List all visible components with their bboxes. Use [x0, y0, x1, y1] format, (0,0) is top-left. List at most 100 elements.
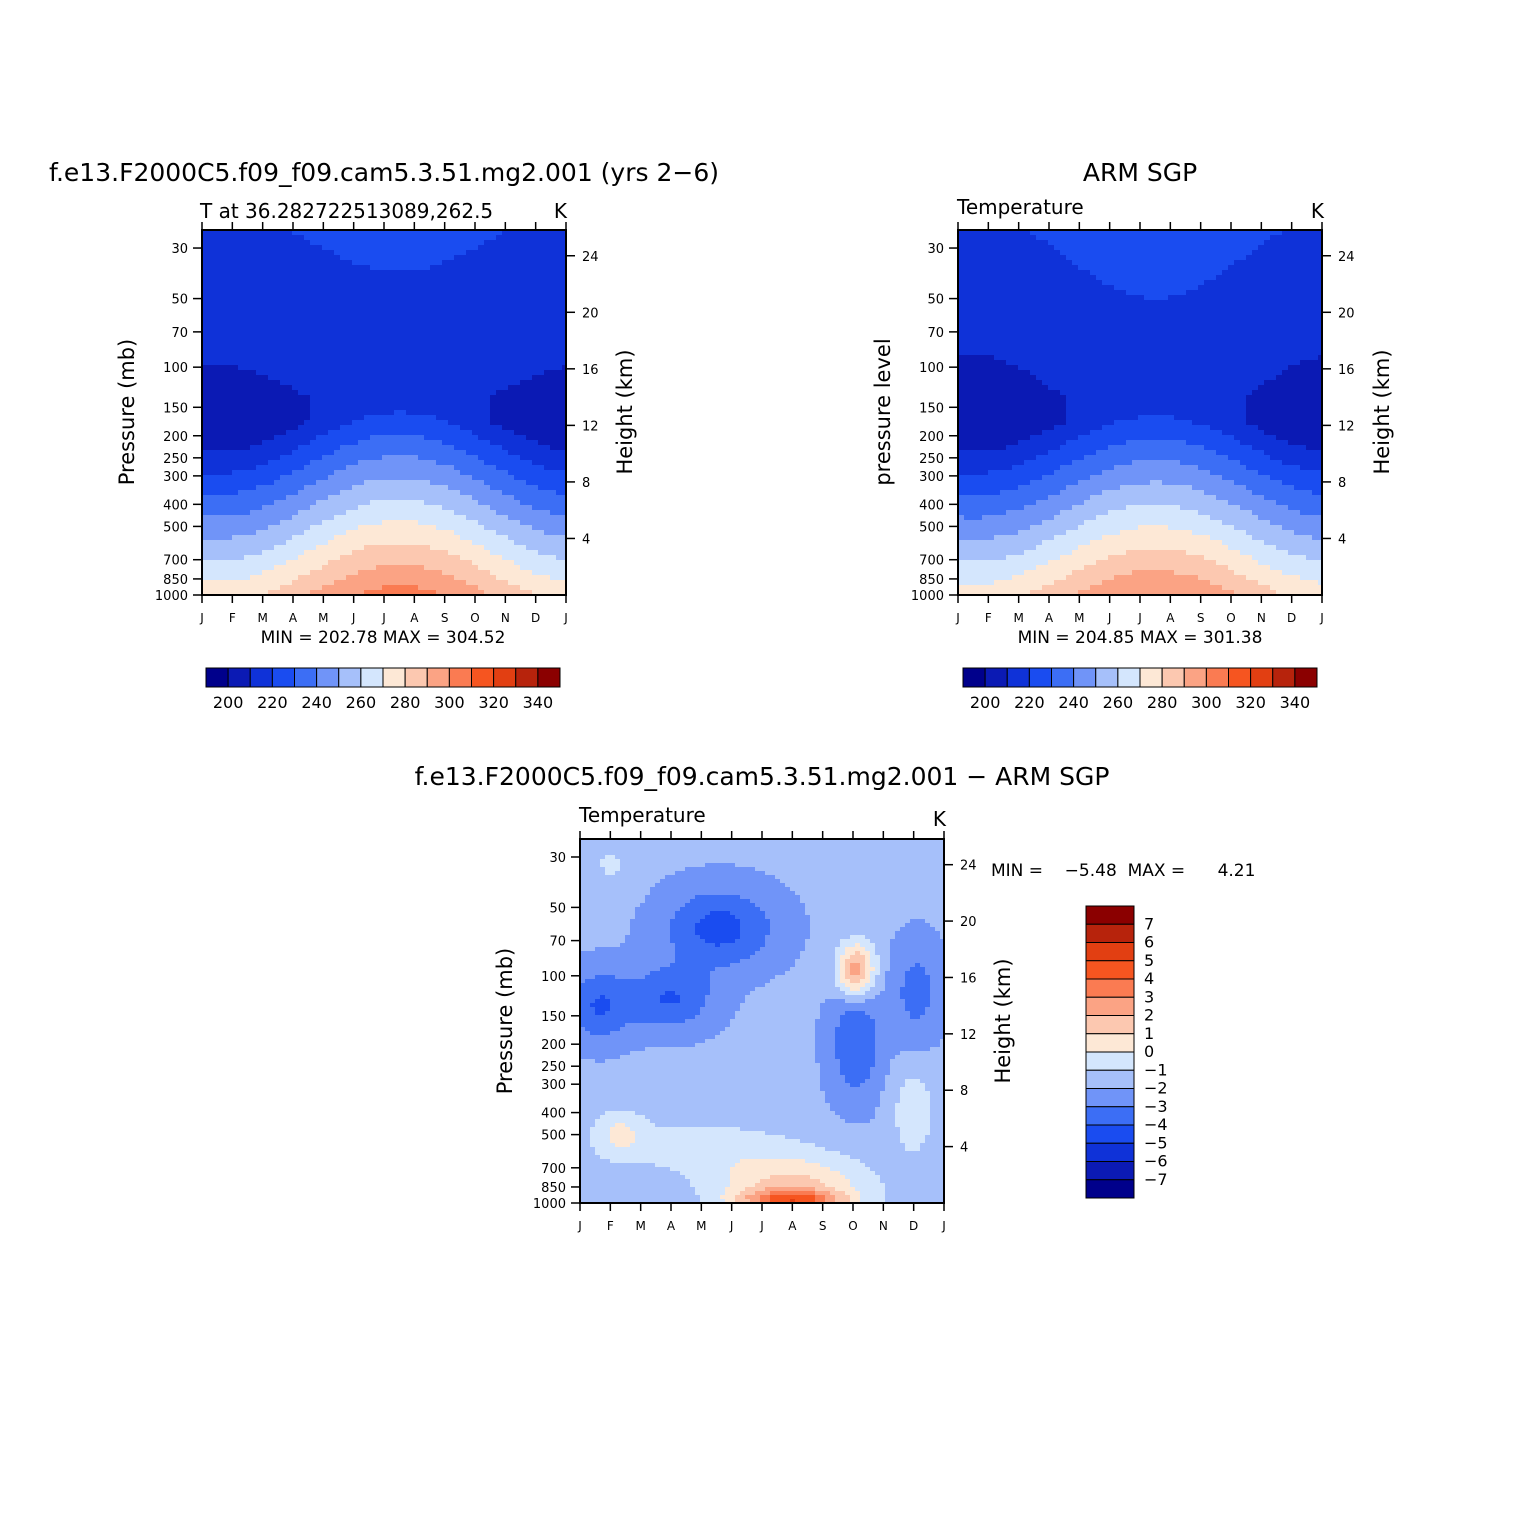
contour-cell: [442, 510, 449, 516]
contour-cell: [244, 530, 251, 536]
contour-cell: [520, 340, 527, 346]
contour-cell: [466, 555, 473, 561]
contour-cell: [970, 545, 977, 551]
contour-cell: [496, 390, 503, 396]
contour-cell: [382, 500, 389, 506]
contour-cell: [514, 390, 521, 396]
contour-cell: [502, 335, 509, 341]
contour-cell: [418, 400, 425, 406]
contour-cell: [262, 495, 269, 501]
contour-cell: [394, 375, 401, 381]
contour-cell: [976, 320, 983, 326]
contour-cell: [280, 430, 287, 436]
contour-cell: [244, 495, 251, 501]
contour-cell: [388, 245, 395, 251]
contour-cell: [400, 405, 407, 411]
contour-cell: [448, 555, 455, 561]
contour-cell: [322, 470, 329, 476]
contour-cell: [982, 535, 989, 541]
contour-cell: [394, 245, 401, 251]
contour-cell: [964, 355, 971, 361]
contour-cell: [352, 285, 359, 291]
contour-cell: [424, 310, 431, 316]
contour-cell: [550, 590, 557, 595]
contour-cell: [490, 410, 497, 416]
contour-cell: [340, 405, 347, 411]
contour-cell: [538, 455, 545, 461]
contour-cell: [292, 395, 299, 401]
contour-cell: [256, 275, 263, 281]
contour-cell: [244, 460, 251, 466]
contour-cell: [238, 320, 245, 326]
month-tick-label: O: [470, 611, 479, 625]
contour-cell: [202, 555, 209, 561]
contour-cell: [964, 400, 971, 406]
contour-cell: [436, 580, 443, 586]
contour-cell: [376, 405, 383, 411]
contour-cell: [286, 405, 293, 411]
contour-cell: [958, 515, 965, 521]
contour-cell: [964, 280, 971, 286]
contour-cell: [244, 395, 251, 401]
contour-cell: [970, 305, 977, 311]
contour-cell: [382, 320, 389, 326]
contour-cell: [262, 520, 269, 526]
contour-cell: [448, 590, 455, 595]
contour-cell: [346, 465, 353, 471]
contour-cell: [532, 325, 539, 331]
contour-cell: [388, 305, 395, 311]
contour-cell: [418, 590, 425, 595]
contour-cell: [538, 580, 545, 586]
contour-cell: [562, 410, 566, 416]
contour-cell: [958, 430, 965, 436]
contour-cell: [238, 535, 245, 541]
contour-cell: [208, 505, 215, 511]
contour-cell: [286, 435, 293, 441]
contour-cell: [310, 470, 317, 476]
contour-cell: [508, 570, 515, 576]
contour-cell: [514, 535, 521, 541]
contour-cell: [232, 245, 239, 251]
contour-cell: [406, 345, 413, 351]
contour-cell: [970, 455, 977, 461]
contour-cell: [292, 410, 299, 416]
contour-cell: [424, 510, 431, 516]
contour-cell: [964, 485, 971, 491]
contour-cell: [364, 510, 371, 516]
contour-cell: [262, 505, 269, 511]
contour-cell: [466, 460, 473, 466]
contour-cell: [214, 250, 221, 256]
contour-cell: [562, 480, 566, 486]
contour-cell: [238, 355, 245, 361]
contour-cell: [316, 335, 323, 341]
contour-cell: [394, 500, 401, 506]
contour-cell: [292, 300, 299, 306]
contour-cell: [328, 325, 335, 331]
contour-cell: [280, 410, 287, 416]
contour-cell: [970, 375, 977, 381]
contour-cell: [286, 340, 293, 346]
contour-cell: [508, 505, 515, 511]
contour-cell: [502, 570, 509, 576]
contour-cell: [466, 545, 473, 551]
contour-cell: [376, 545, 383, 551]
contour-cell: [400, 350, 407, 356]
contour-cell: [562, 580, 566, 586]
contour-cell: [322, 500, 329, 506]
contour-cell: [334, 230, 341, 236]
contour-cell: [202, 315, 209, 321]
contour-cell: [238, 405, 245, 411]
contour-cell: [208, 465, 215, 471]
contour-cell: [472, 360, 479, 366]
contour-cell: [370, 470, 377, 476]
contour-cell: [448, 420, 455, 426]
contour-cell: [454, 535, 461, 541]
contour-cell: [496, 565, 503, 571]
contour-cell: [334, 505, 341, 511]
contour-cell: [460, 500, 467, 506]
contour-cell: [454, 465, 461, 471]
contour-cell: [328, 370, 335, 376]
contour-cell: [526, 260, 533, 266]
contour-cell: [208, 570, 215, 576]
contour-cell: [430, 290, 437, 296]
